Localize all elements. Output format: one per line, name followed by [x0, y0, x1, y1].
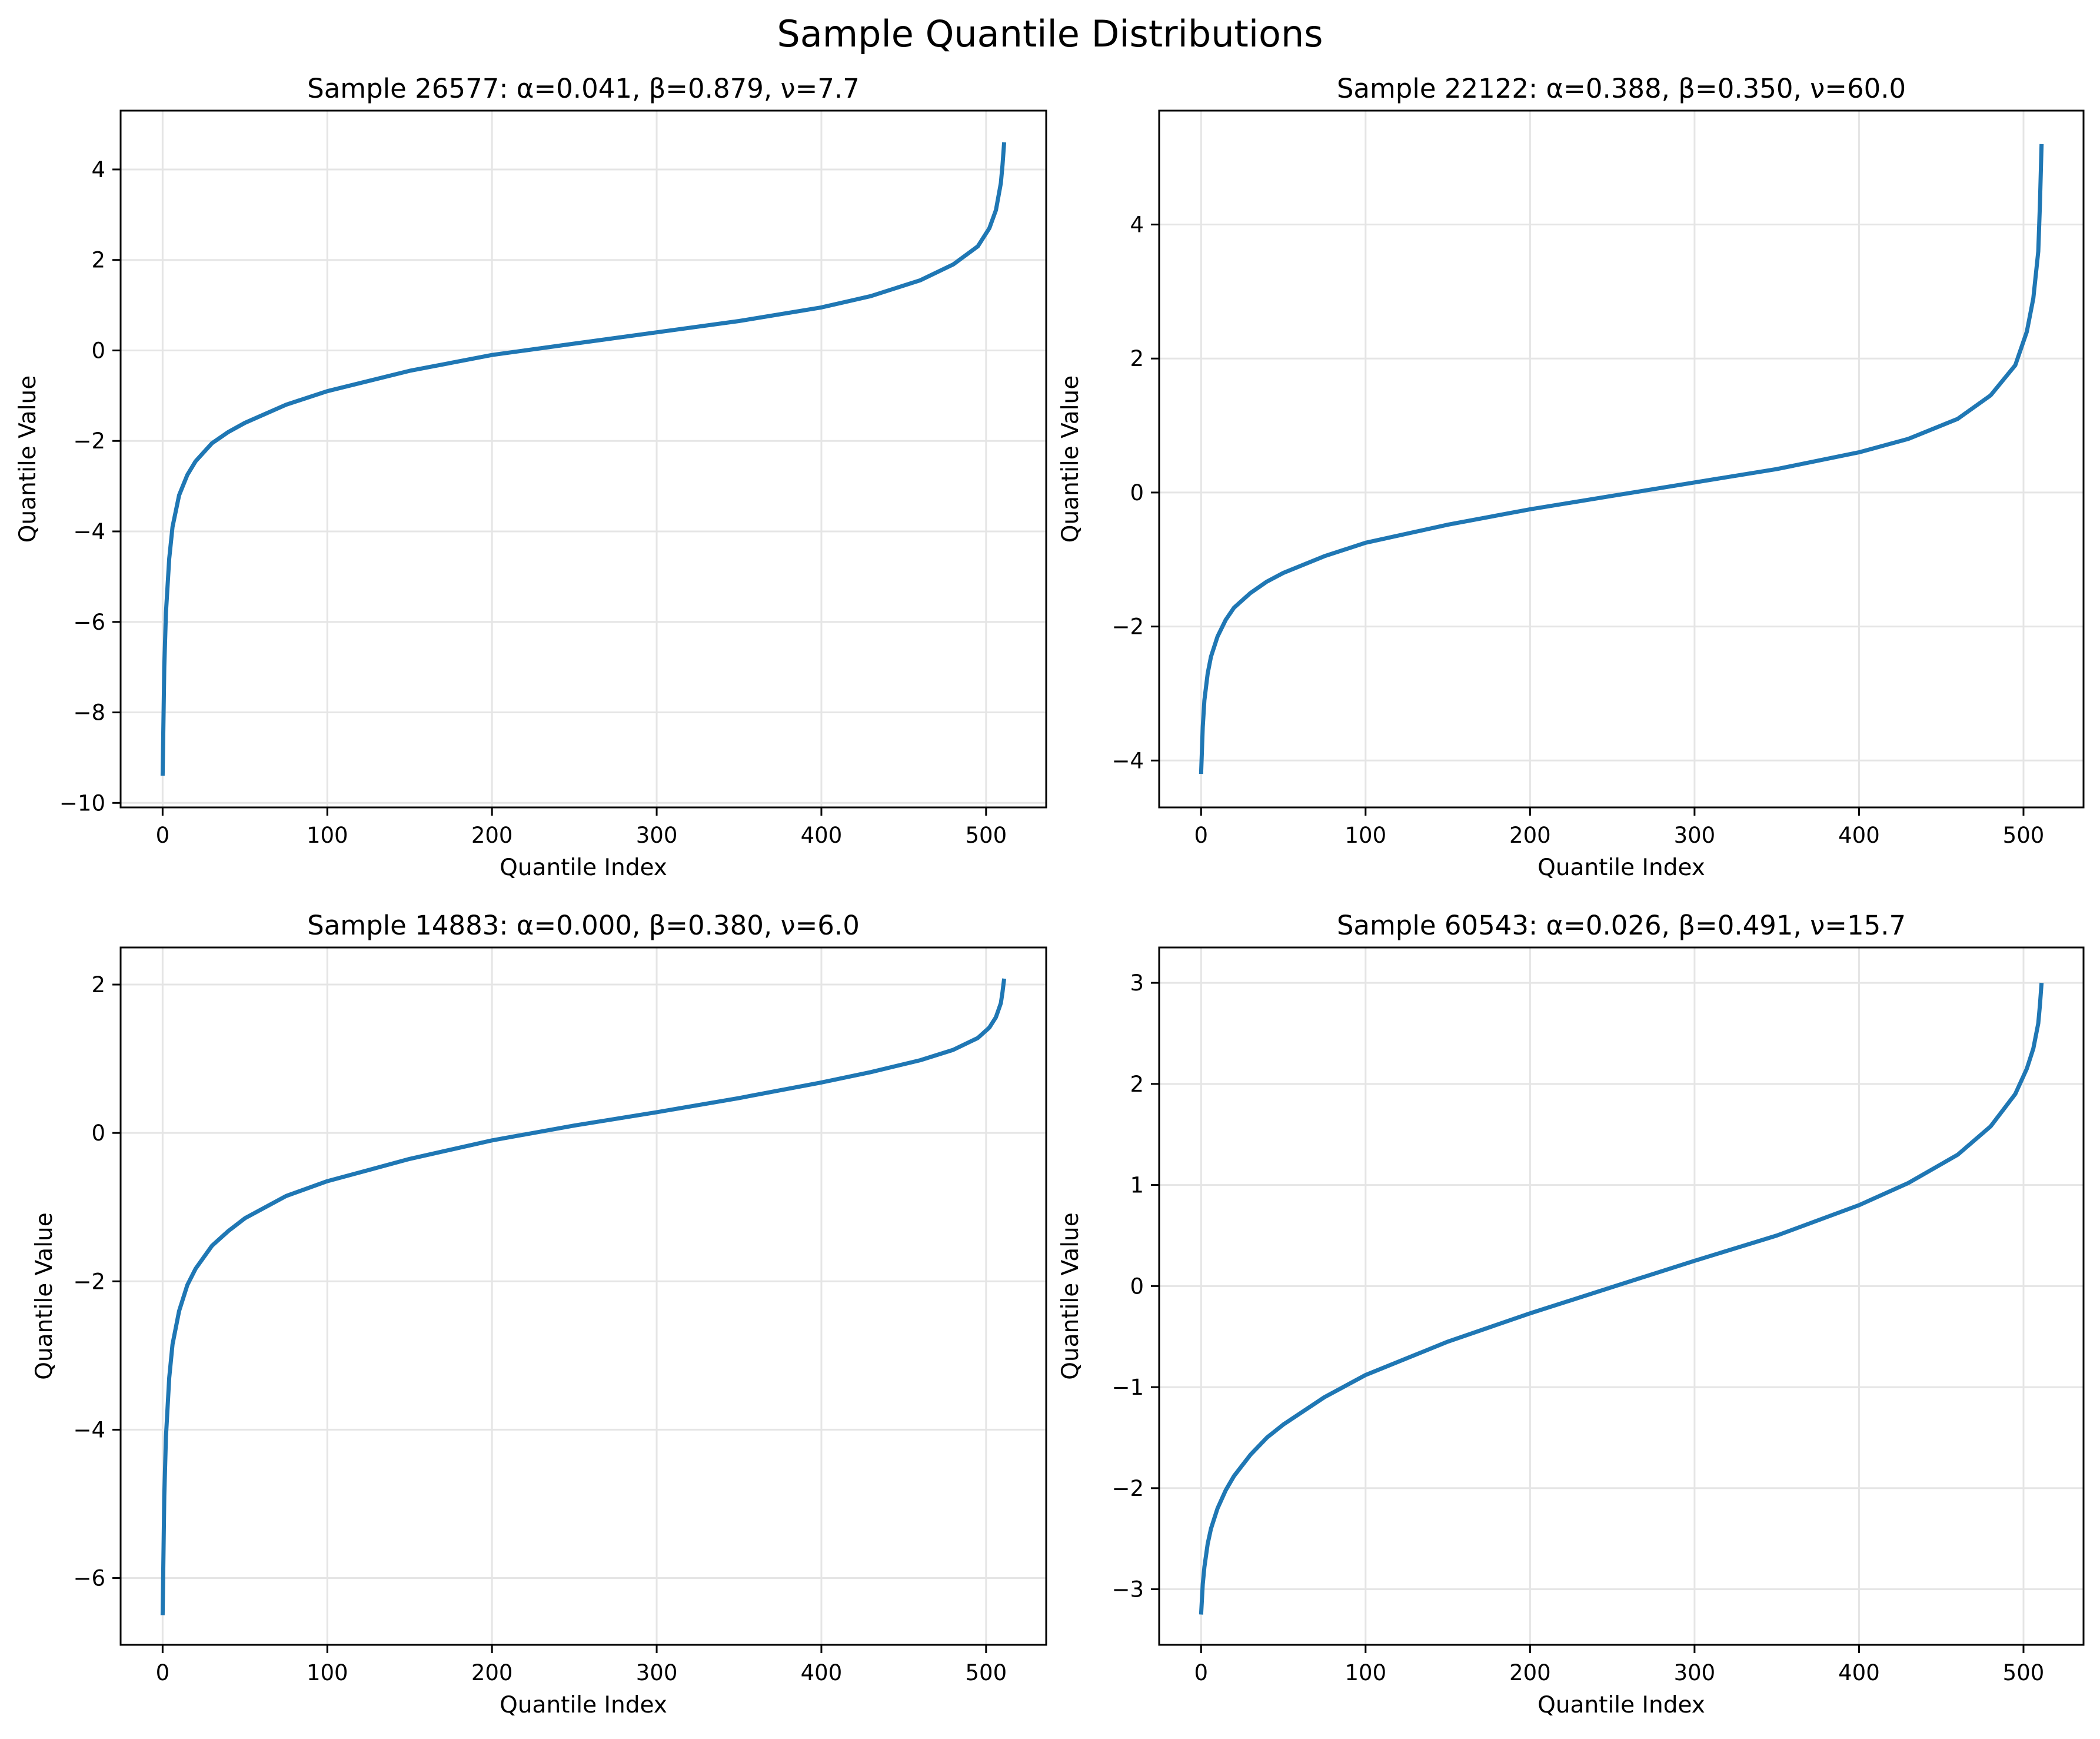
y-tick-label: −8 — [73, 700, 105, 726]
y-tick-label: −2 — [73, 1269, 105, 1294]
x-tick-label: 200 — [471, 1660, 513, 1685]
figure-title: Sample Quantile Distributions — [777, 12, 1323, 55]
y-tick-label: −2 — [73, 428, 105, 454]
y-tick-label: 2 — [91, 248, 105, 273]
axes-frame — [1158, 109, 2085, 809]
y-tick-label: 0 — [91, 338, 105, 363]
x-tick-label: 100 — [1345, 1660, 1387, 1685]
y-tick-label: 1 — [1130, 1173, 1144, 1198]
x-axis-ticks: 0 100 200 300 400 500 — [156, 1645, 1007, 1685]
gridlines — [121, 111, 1046, 807]
x-tick-label: 0 — [156, 1660, 170, 1685]
subplot-top-right: 0 100 200 300 400 500 −4 −2 0 2 4 Sample 22122: α=0… — [1057, 73, 2085, 881]
y-tick-label: −2 — [1111, 1476, 1144, 1501]
y-axis-label: Quantile Value — [15, 375, 41, 543]
y-tick-label: −1 — [1111, 1375, 1144, 1400]
quantile-curve — [160, 978, 1007, 1615]
x-tick-label: 500 — [966, 823, 1007, 848]
x-axis-label: Quantile Index — [1537, 854, 1705, 881]
y-axis-label: Quantile Value — [1057, 1212, 1084, 1379]
x-tick-label: 300 — [1674, 823, 1716, 848]
x-axis-label: Quantile Index — [500, 854, 667, 881]
x-tick-label: 400 — [1838, 823, 1880, 848]
y-tick-label: −4 — [73, 519, 105, 544]
gridlines — [1159, 111, 2084, 807]
y-axis-ticks: −10 −8 −6 −4 −2 0 2 4 — [59, 157, 121, 816]
x-axis-label: Quantile Index — [1537, 1692, 1705, 1718]
x-tick-label: 300 — [636, 823, 678, 848]
x-tick-label: 400 — [801, 1660, 843, 1685]
y-tick-label: −4 — [1111, 748, 1144, 773]
y-axis-ticks: −6 −4 −2 0 2 — [73, 972, 121, 1591]
y-tick-label: −4 — [73, 1417, 105, 1442]
quantile-curve — [1199, 144, 2044, 774]
x-axis-label: Quantile Index — [500, 1692, 667, 1718]
x-tick-label: 0 — [156, 823, 170, 848]
quantile-curve — [160, 142, 1007, 776]
y-tick-label: 3 — [1130, 970, 1144, 996]
y-axis-label: Quantile Value — [31, 1212, 58, 1379]
x-tick-label: 400 — [1838, 1660, 1880, 1685]
y-axis-ticks: −3 −2 −1 0 1 2 3 — [1111, 970, 1159, 1602]
x-tick-label: 200 — [1509, 823, 1551, 848]
quantile-curve — [1199, 982, 2044, 1615]
axes-frame — [119, 109, 1047, 809]
subplot-title: Sample 60543: α=0.026, β=0.491, ν=15.7 — [1337, 910, 1906, 941]
subplot-title: Sample 22122: α=0.388, β=0.350, ν=60.0 — [1337, 73, 1906, 104]
x-tick-label: 100 — [1345, 823, 1387, 848]
y-axis-label: Quantile Value — [1057, 375, 1084, 543]
x-axis-ticks: 0 100 200 300 400 500 — [1194, 1645, 2045, 1685]
y-tick-label: −2 — [1111, 614, 1144, 640]
y-tick-label: 0 — [91, 1120, 105, 1146]
y-tick-label: 0 — [1130, 480, 1144, 506]
subplot-title: Sample 26577: α=0.041, β=0.879, ν=7.7 — [307, 73, 860, 104]
x-tick-label: 500 — [966, 1660, 1007, 1685]
x-tick-label: 200 — [471, 823, 513, 848]
axes-frame — [119, 946, 1047, 1646]
x-tick-label: 100 — [307, 823, 348, 848]
x-tick-label: 100 — [307, 1660, 348, 1685]
y-tick-label: 2 — [91, 972, 105, 997]
y-tick-label: 2 — [1130, 346, 1144, 371]
y-tick-label: −6 — [73, 610, 105, 635]
y-tick-label: 2 — [1130, 1072, 1144, 1097]
y-tick-label: −3 — [1111, 1577, 1144, 1602]
x-tick-label: 300 — [1674, 1660, 1716, 1685]
x-tick-label: 400 — [801, 823, 843, 848]
axes-frame — [1158, 946, 2085, 1646]
subplot-title: Sample 14883: α=0.000, β=0.380, ν=6.0 — [307, 910, 860, 941]
y-tick-label: 4 — [1130, 212, 1144, 238]
x-tick-label: 0 — [1194, 823, 1209, 848]
y-tick-label: −6 — [73, 1566, 105, 1591]
subplot-bottom-left: 0 100 200 300 400 500 −6 −4 −2 0 2 Sample 14883: α=… — [31, 910, 1047, 1718]
x-axis-ticks: 0 100 200 300 400 500 — [156, 807, 1007, 848]
y-tick-label: −10 — [59, 790, 105, 816]
gridlines — [1159, 947, 2084, 1645]
y-tick-label: 4 — [91, 157, 105, 182]
y-axis-ticks: −4 −2 0 2 4 — [1111, 212, 1159, 773]
subplot-top-left: 0 100 200 300 400 500 −10 −8 −6 −4 −2 0 2 4 Sample 265… — [15, 73, 1047, 881]
gridlines — [121, 947, 1046, 1645]
x-tick-label: 500 — [2003, 1660, 2045, 1685]
x-tick-label: 300 — [636, 1660, 678, 1685]
x-axis-ticks: 0 100 200 300 400 500 — [1194, 807, 2045, 848]
subplot-bottom-right: 0 100 200 300 400 500 −3 −2 −1 0 1 2 3 Sample 60543: … — [1057, 910, 2085, 1718]
x-tick-label: 200 — [1509, 1660, 1551, 1685]
x-tick-label: 500 — [2003, 823, 2045, 848]
y-tick-label: 0 — [1130, 1274, 1144, 1299]
x-tick-label: 0 — [1194, 1660, 1209, 1685]
